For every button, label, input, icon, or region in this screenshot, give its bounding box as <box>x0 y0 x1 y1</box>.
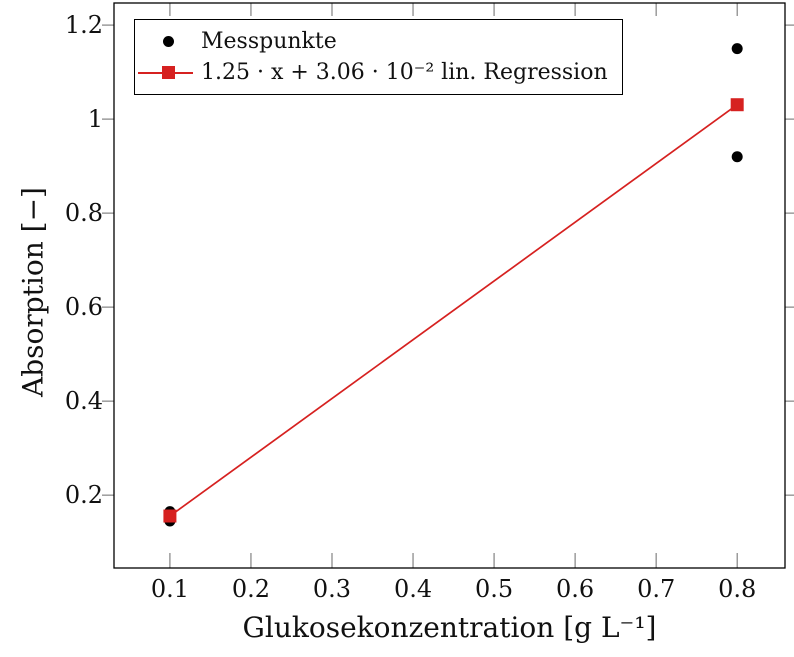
square-marker-icon <box>161 66 175 79</box>
y-tick-label: 0.4 <box>65 387 103 415</box>
legend-label-messpunkte: Messpunkte <box>201 28 337 54</box>
data-point <box>731 151 743 163</box>
legend-marker-zone <box>135 57 201 88</box>
y-tick-label: 0.8 <box>65 199 103 227</box>
regression-line <box>169 104 738 517</box>
data-point <box>731 43 743 55</box>
y-tick-label: 1.2 <box>65 11 103 39</box>
x-tick-label: 0.1 <box>151 575 189 603</box>
circle-marker-icon <box>162 36 174 47</box>
x-axis-label: Glukosekonzentration [g L⁻¹] <box>242 611 657 644</box>
legend-label-regression: 1.25 · x + 3.06 · 10⁻² lin. Regression <box>201 59 608 85</box>
legend-item-messpunkte: Messpunkte <box>135 26 608 57</box>
x-tick-label: 0.6 <box>556 575 594 603</box>
y-tick-label: 0.2 <box>65 481 103 509</box>
y-axis-label: Absorption [−] <box>16 187 50 397</box>
plot-frame <box>113 2 786 569</box>
y-tick-label: 0.6 <box>65 293 103 321</box>
y-tick-label: 1 <box>88 105 103 133</box>
legend: Messpunkte 1.25 · x + 3.06 · 10⁻² lin. R… <box>134 19 623 95</box>
x-tick-label: 0.7 <box>637 575 675 603</box>
legend-item-regression: 1.25 · x + 3.06 · 10⁻² lin. Regression <box>135 57 608 88</box>
regression-marker <box>163 509 177 523</box>
x-tick-label: 0.2 <box>232 575 270 603</box>
regression-marker <box>730 98 744 112</box>
x-tick-label: 0.3 <box>313 575 351 603</box>
x-tick-label: 0.5 <box>475 575 513 603</box>
x-tick-label: 0.4 <box>394 575 432 603</box>
x-tick-label: 0.8 <box>718 575 756 603</box>
legend-marker-zone <box>135 26 201 57</box>
